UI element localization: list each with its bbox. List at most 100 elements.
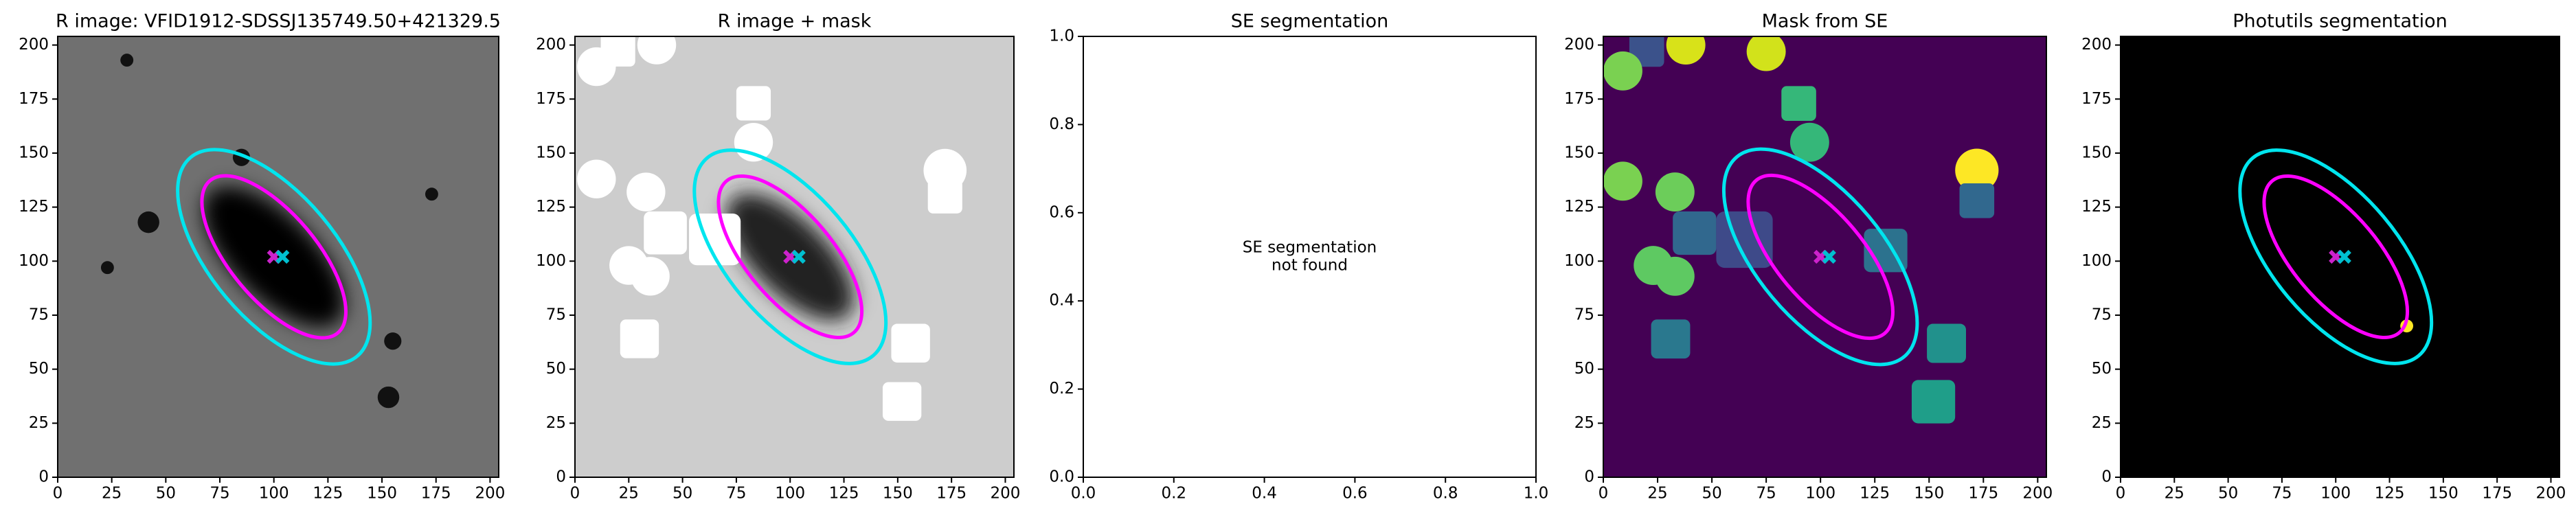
- x-tick-label: 125: [1860, 485, 1890, 503]
- region: [377, 386, 400, 409]
- region: [1673, 211, 1717, 255]
- x-tick-label: 0.0: [1071, 485, 1096, 503]
- region: [120, 54, 134, 67]
- y-tick-label: 200: [536, 36, 566, 54]
- x-tick-label: 75: [726, 485, 746, 503]
- region: [425, 187, 438, 201]
- y-tick-label: 150: [19, 144, 49, 161]
- y-tick-label: 50: [1574, 360, 1594, 378]
- x-tick-label: 125: [313, 485, 343, 503]
- y-tick-label: 100: [19, 252, 49, 270]
- x-tick-label: 25: [1647, 485, 1667, 503]
- center-marker: [1822, 249, 1836, 264]
- y-tick-label: 0: [38, 468, 49, 486]
- region: [626, 172, 666, 211]
- annotation: SE segmentation: [1243, 239, 1377, 257]
- image-content: [2238, 148, 2434, 365]
- y-tick-label: 50: [546, 360, 566, 378]
- x-tick-label: 1.0: [1524, 485, 1549, 503]
- y-tick-label: 25: [29, 414, 49, 432]
- region: [1911, 380, 1956, 424]
- region: [631, 257, 670, 296]
- y-tick-label: 125: [536, 198, 566, 216]
- center-marker: [791, 249, 806, 264]
- x-tick-label: 50: [1702, 485, 1721, 503]
- x-tick-label: 150: [367, 485, 397, 503]
- y-tick-label: 150: [1564, 144, 1594, 161]
- y-tick-label: 0.4: [1049, 292, 1074, 310]
- region: [620, 319, 659, 358]
- x-tick-label: 0: [570, 485, 580, 503]
- x-tick-label: 150: [883, 485, 913, 503]
- panel: R image + mask 0 25 50 75 100 125 150 175 200 0 25 5…: [536, 11, 1020, 503]
- region: [1651, 319, 1691, 359]
- y-tick-label: 100: [2081, 252, 2112, 270]
- y-tick-label: 0: [2101, 468, 2112, 486]
- x-tick-label: 200: [2022, 485, 2053, 503]
- y-tick-label: 75: [1574, 306, 1594, 323]
- axes-frame: [2120, 36, 2560, 478]
- axes-frame: [1603, 36, 2047, 478]
- x-tick-label: 100: [1805, 485, 1835, 503]
- region: [1927, 323, 1967, 363]
- x-tick-label: 0: [53, 485, 63, 503]
- region: [736, 86, 771, 121]
- y-tick-label: 150: [2081, 144, 2112, 161]
- image-content: [1603, 36, 1999, 424]
- panel-title: R image: VFID1912-SDSSJ135749.50+421329.…: [56, 11, 501, 32]
- y-tick-label: 0.6: [1049, 203, 1074, 221]
- y-tick-label: 50: [2092, 360, 2112, 378]
- region: [644, 211, 687, 255]
- panel: Photutils segmentation 0 25 50 75 100 125 150 17…: [2081, 11, 2566, 503]
- aperture-ellipse: [1746, 173, 1895, 341]
- x-tick-label: 175: [1968, 485, 1998, 503]
- x-tick-label: 100: [775, 485, 805, 503]
- x-tick-label: 0: [2116, 485, 2126, 503]
- x-tick-label: 50: [2218, 485, 2238, 503]
- aperture-ellipse: [200, 174, 348, 340]
- y-tick-label: 0.2: [1049, 380, 1074, 398]
- x-tick-label: 75: [1756, 485, 1776, 503]
- y-tick-label: 75: [29, 306, 49, 323]
- panel: R image: VFID1912-SDSSJ135749.50+421329.…: [19, 11, 505, 503]
- y-tick-label: 0: [556, 468, 566, 486]
- axes-frame: [574, 36, 1015, 478]
- x-tick-label: 50: [156, 485, 176, 503]
- aperture-ellipse: [692, 148, 888, 365]
- center-marker: [2337, 249, 2351, 264]
- y-tick-label: 75: [546, 306, 566, 323]
- y-tick-label: 125: [1564, 198, 1594, 216]
- y-tick-label: 1.0: [1049, 27, 1074, 45]
- panel-title: Mask from SE: [1762, 11, 1888, 32]
- region: [1603, 51, 1642, 91]
- x-tick-label: 175: [421, 485, 451, 503]
- image-background: [1083, 36, 1536, 477]
- y-tick-label: 75: [2092, 306, 2112, 323]
- region: [137, 211, 159, 233]
- region: [1655, 256, 1695, 296]
- x-tick-label: 200: [2536, 485, 2566, 503]
- x-tick-label: 0.2: [1162, 485, 1187, 503]
- region: [1666, 36, 1706, 65]
- panel-title: Photutils segmentation: [2233, 11, 2448, 32]
- y-tick-label: 0.0: [1049, 468, 1074, 486]
- annotation: not found: [1272, 257, 1348, 275]
- image-content: [577, 36, 967, 421]
- x-tick-label: 200: [991, 485, 1021, 503]
- panel: Mask from SE 0 25 50 75 100 125 150 175 200 0 25 50 7…: [1564, 11, 2053, 503]
- y-tick-label: 175: [1564, 90, 1594, 108]
- y-tick-label: 0.8: [1049, 115, 1074, 133]
- x-tick-label: 150: [2428, 485, 2459, 503]
- y-tick-label: 100: [536, 252, 566, 270]
- x-tick-label: 175: [2482, 485, 2512, 503]
- image-content: [100, 54, 438, 409]
- panel-title: SE segmentation: [1231, 11, 1388, 32]
- y-tick-label: 25: [546, 414, 566, 432]
- x-tick-label: 125: [829, 485, 859, 503]
- y-tick-label: 200: [1564, 36, 1594, 54]
- region: [1955, 148, 1999, 192]
- y-tick-label: 125: [2081, 198, 2112, 216]
- x-tick-label: 75: [210, 485, 229, 503]
